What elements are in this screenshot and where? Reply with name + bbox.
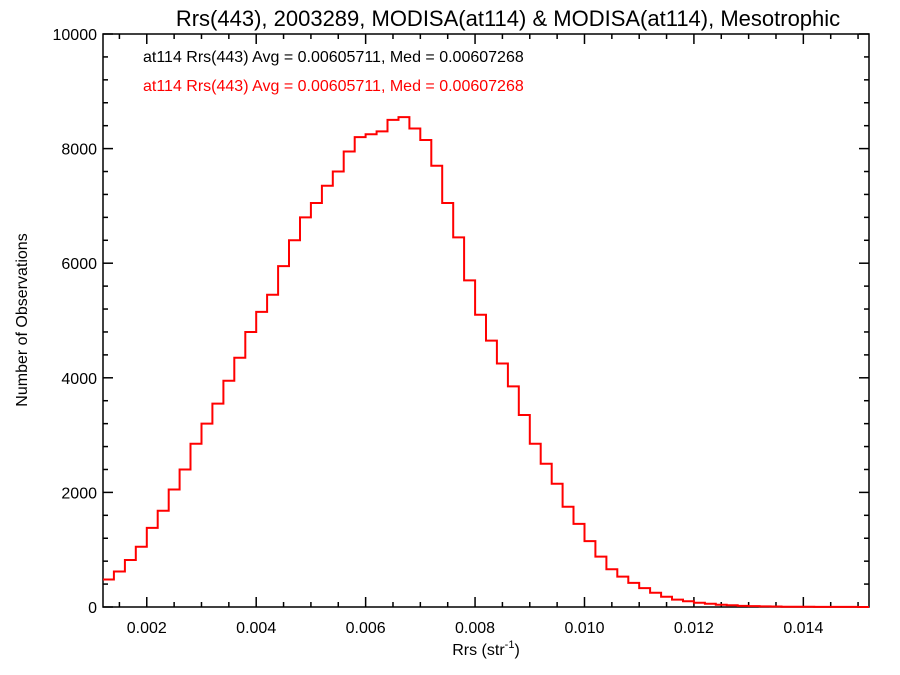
x-tick-label: 0.014 xyxy=(783,620,823,637)
y-tick-label: 4000 xyxy=(61,371,97,388)
chart-title: Rrs(443), 2003289, MODISA(at114) & MODIS… xyxy=(176,6,840,31)
y-tick-label: 8000 xyxy=(61,142,97,159)
x-axis-label-sup: -1 xyxy=(505,639,515,651)
y-tick-labels: 0 2000 4000 6000 8000 10000 xyxy=(53,27,98,617)
x-tick-label: 0.012 xyxy=(674,620,714,637)
x-tick-label: 0.006 xyxy=(346,620,386,637)
annotation-black: at114 Rrs(443) Avg = 0.00605711, Med = 0… xyxy=(143,49,524,66)
histogram-series-line xyxy=(103,116,869,608)
x-tick-label: 0.004 xyxy=(236,620,276,637)
y-axis-label: Number of Observations xyxy=(14,233,31,406)
annotation-red: at114 Rrs(443) Avg = 0.00605711, Med = 0… xyxy=(143,78,524,95)
plot-frame xyxy=(102,33,870,608)
y-tick-label: 0 xyxy=(88,600,97,617)
y-tick-label: 6000 xyxy=(61,256,97,273)
x-axis-label-end: ) xyxy=(514,642,519,659)
axis-ticks xyxy=(103,33,869,608)
x-tick-label: 0.008 xyxy=(455,620,495,637)
y-tick-label: 10000 xyxy=(53,27,98,44)
y-tick-label: 2000 xyxy=(61,485,97,502)
x-axis-label: Rrs (str-1) xyxy=(452,639,520,659)
x-axis-label-main: Rrs (str xyxy=(452,642,505,659)
x-tick-labels: 0.002 0.004 0.006 0.008 0.010 0.012 0.014 xyxy=(127,620,824,637)
x-tick-label: 0.010 xyxy=(564,620,604,637)
x-tick-label: 0.002 xyxy=(127,620,167,637)
